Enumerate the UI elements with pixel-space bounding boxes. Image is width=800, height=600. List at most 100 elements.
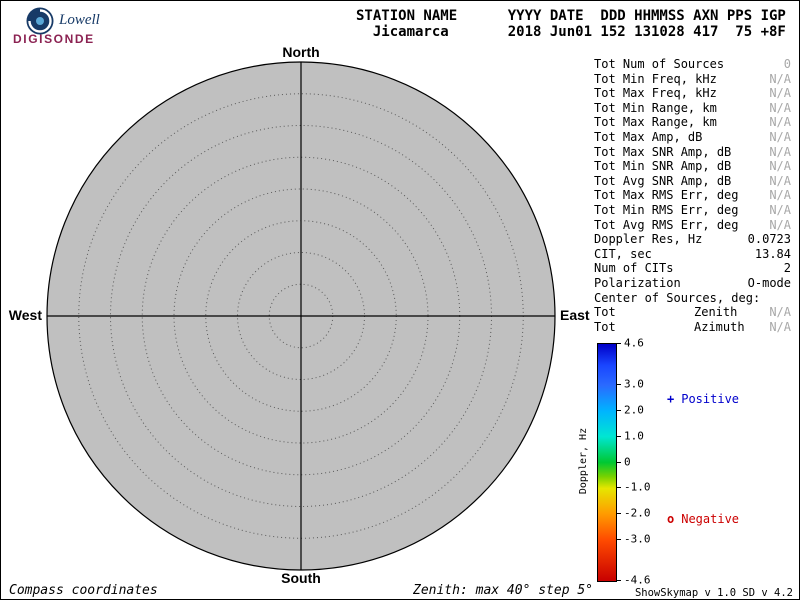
legend-negative-label: Negative [681, 512, 740, 526]
stat-value: N/A [769, 115, 791, 130]
plus-marker-icon: + [667, 392, 675, 406]
stat-label: Tot Min RMS Err, deg [594, 202, 739, 217]
logo-center-dot [36, 17, 44, 25]
stat-row: Tot Avg SNR Amp, dB N/A [594, 174, 791, 189]
stat-row: Tot Min RMS Err, deg N/A [594, 203, 791, 218]
colorbar-tick-label: 0 [624, 455, 631, 468]
stat-row: Tot Num of Sources 0 [594, 57, 791, 72]
stat-value: N/A [769, 173, 791, 188]
stat-value: N/A [769, 319, 791, 334]
colorbar-title: Doppler, Hz [578, 427, 589, 495]
stat-value: N/A [769, 129, 791, 144]
footer-coordinates-label: Compass coordinates [9, 583, 158, 598]
stat-label: Tot [594, 305, 616, 320]
stat-row: Num of CITs 2 [594, 261, 791, 276]
stat-value: 13.84 [754, 246, 791, 261]
header-column-titles: STATION NAME YYYY DATE DDD HHMMSS AXN PP… [356, 8, 786, 24]
colorbar-tickmark [617, 461, 621, 463]
colorbar-tickmark [617, 580, 621, 581]
stat-label: Tot Num of Sources [594, 57, 725, 71]
colorbar-tick-label: -2.0 [624, 506, 651, 520]
compass-label-west: West [8, 307, 42, 323]
colorbar-tick-label: 4.6 [624, 336, 644, 350]
stat-value: N/A [769, 202, 791, 217]
stat-label: Tot Max Freq, kHz [594, 86, 717, 101]
legend-positive: + Positive [667, 392, 739, 406]
colorbar-tick-label: -1.0 [624, 480, 651, 494]
colorbar-ticks: 4.6 3.0 2.0 1.0 0 -1.0 -2.0 -3.0 -4.6 [597, 337, 651, 587]
stat-value: 0.0723 [747, 232, 791, 247]
stat-label: Doppler Res, Hz [594, 232, 703, 247]
stat-label: Tot Max Range, km [594, 115, 717, 130]
stat-row: Center of Sources, deg: [594, 291, 791, 306]
stat-value: N/A [769, 144, 791, 159]
stat-label: Tot Max Amp, dB [594, 129, 703, 144]
compass-label-north: North [282, 44, 320, 60]
colorbar-tick-label: 1.0 [624, 429, 644, 443]
skymap-polar-plot [46, 61, 556, 571]
stat-row: Doppler Res, Hz 0.0723 [594, 232, 791, 247]
footer-version-info: ShowSkymap v 1.0 SD v 4.2 [634, 587, 793, 599]
compass-label-south: South [281, 570, 321, 586]
colorbar-tickmark [617, 487, 621, 489]
legend-positive-label: Positive [681, 392, 740, 406]
colorbar-tick-label: 2.0 [624, 403, 644, 417]
stat-value: N/A [769, 188, 791, 203]
compass-label-east: East [560, 307, 590, 323]
circle-marker-icon: o [667, 512, 675, 526]
stat-row: CIT, sec 13.84 [594, 247, 791, 262]
header-station-values: Jicamarca 2018 Jun01 152 131028 417 75 +… [356, 24, 786, 40]
lowell-digisonde-logo: Lowell DIGISONDE [9, 5, 144, 49]
colorbar-tick-label: -3.0 [624, 532, 651, 546]
stat-value: N/A [769, 159, 791, 174]
stats-list: Tot Num of Sources 0 Tot Min Freq, kHz N/A T… [594, 57, 791, 334]
stat-row: Polarization O-mode [594, 276, 791, 291]
digisonde-swirl-icon [26, 7, 54, 35]
stat-row: Tot Max RMS Err, deg N/A [594, 188, 791, 203]
stat-label: Tot Min Range, km [594, 100, 717, 115]
stat-row: Tot Avg RMS Err, deg N/A [594, 218, 791, 233]
stat-row: Tot Zenith N/A [594, 305, 791, 320]
stat-label: Tot [594, 319, 616, 334]
stat-value: N/A [769, 86, 791, 101]
stat-row: Tot Max Amp, dB N/A [594, 130, 791, 145]
logo-lowell-text: Lowell [59, 12, 100, 28]
colorbar-tickmark [617, 513, 621, 515]
stat-row: Tot Min Range, km N/A [594, 101, 791, 116]
logo-digisonde-text: DIGISONDE [13, 32, 95, 46]
stat-value: N/A [769, 100, 791, 115]
stat-label: Tot Max SNR Amp, dB [594, 144, 732, 159]
stat-value: O-mode [747, 275, 791, 290]
colorbar-tickmark [617, 384, 621, 386]
footer-zenith-info: Zenith: max 40° step 5° [413, 583, 594, 598]
stat-label: Center of Sources, deg: [594, 290, 761, 305]
stat-label: Num of CITs [594, 261, 674, 276]
stat-value: N/A [769, 71, 791, 86]
colorbar-tickmark [617, 538, 621, 540]
stat-row: Tot Min Freq, kHz N/A [594, 72, 791, 87]
stat-label: Tot Max RMS Err, deg [594, 188, 739, 203]
stat-value: N/A [769, 217, 791, 232]
stat-value: N/A [769, 305, 791, 320]
colorbar-tickmark [617, 343, 621, 344]
stat-mid-label: Azimuth [694, 319, 745, 334]
colorbar-tick-label: -4.6 [624, 573, 651, 587]
stat-label: Tot Avg RMS Err, deg [594, 217, 739, 232]
colorbar-tickmark [617, 409, 621, 411]
stat-label: Tot Min Freq, kHz [594, 71, 717, 86]
stat-label: Polarization [594, 275, 681, 290]
stat-mid-label: Zenith [694, 305, 738, 320]
stat-value: 0 [783, 57, 791, 71]
stat-label: CIT, sec [594, 246, 652, 261]
logo-swoosh [28, 9, 52, 33]
stat-row: Tot Azimuth N/A [594, 320, 791, 335]
stat-row: Tot Max SNR Amp, dB N/A [594, 145, 791, 160]
colorbar-tick-label: 3.0 [624, 377, 644, 391]
stat-label: Tot Avg SNR Amp, dB [594, 173, 732, 188]
stat-row: Tot Min SNR Amp, dB N/A [594, 159, 791, 174]
colorbar-tickmark [617, 435, 621, 437]
stat-label: Tot Min SNR Amp, dB [594, 159, 732, 174]
stat-row: Tot Max Range, km N/A [594, 115, 791, 130]
legend-negative: o Negative [667, 512, 739, 526]
